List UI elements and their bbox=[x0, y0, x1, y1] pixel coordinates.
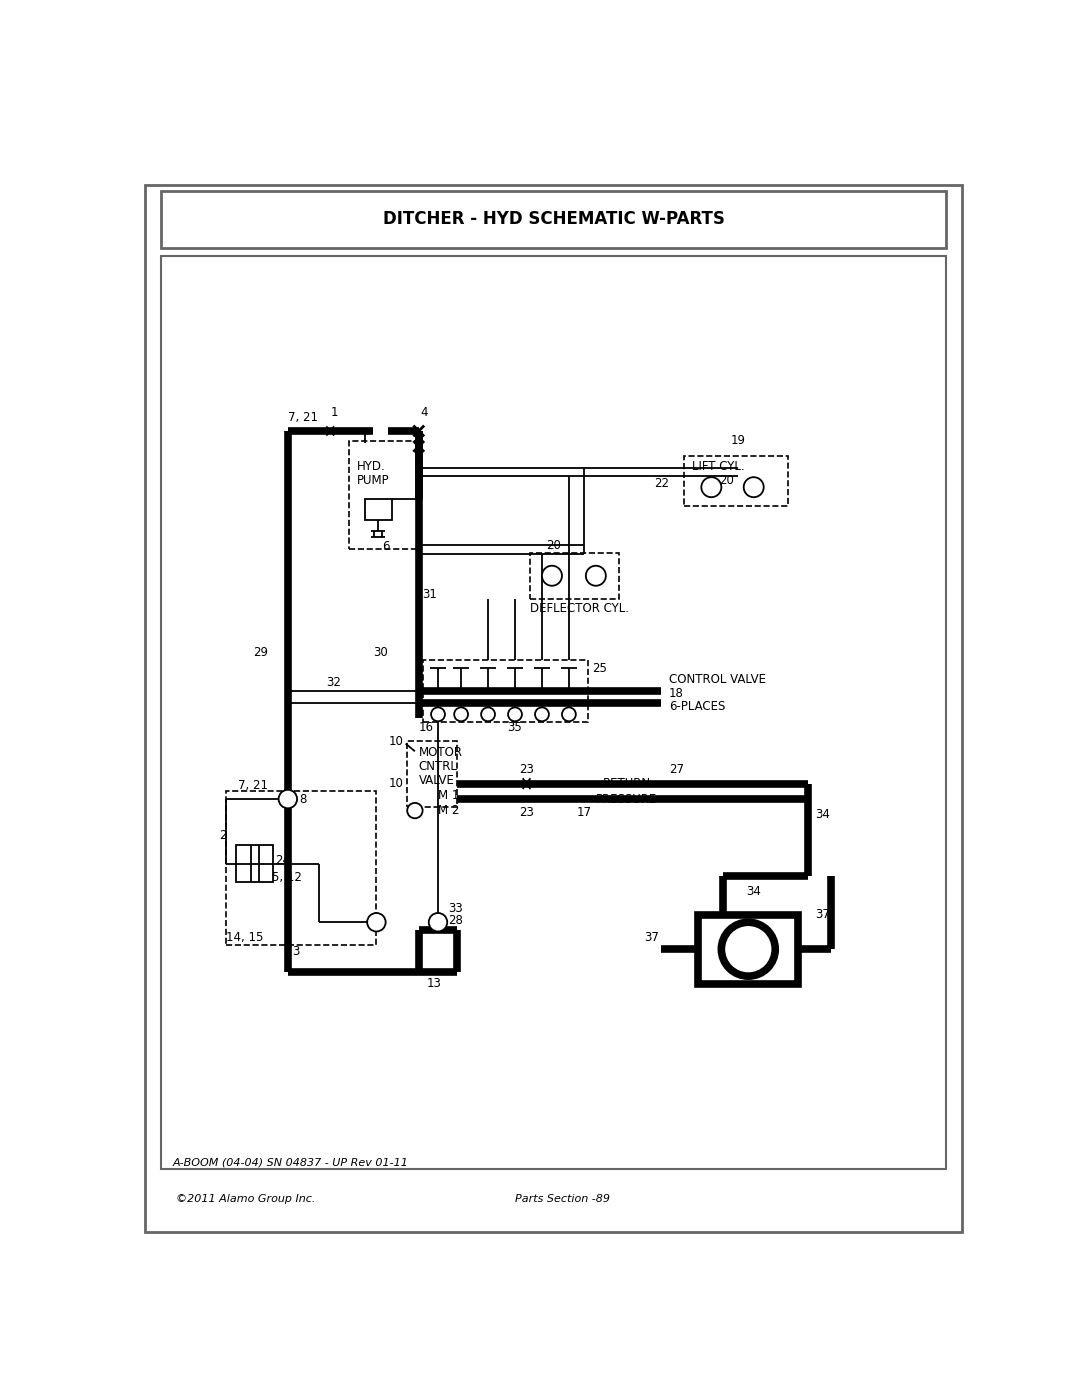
Text: LIFT CYL.: LIFT CYL. bbox=[692, 460, 745, 474]
Text: CNTRL: CNTRL bbox=[419, 760, 458, 773]
Text: 20: 20 bbox=[546, 539, 561, 552]
Circle shape bbox=[407, 803, 422, 819]
Text: 31: 31 bbox=[422, 588, 437, 602]
Text: 14, 15: 14, 15 bbox=[226, 932, 264, 944]
Bar bbox=[350, 441, 419, 549]
Text: 22: 22 bbox=[653, 476, 669, 490]
Circle shape bbox=[585, 566, 606, 585]
Bar bbox=[237, 845, 273, 882]
Text: 30: 30 bbox=[373, 647, 388, 659]
Text: 17: 17 bbox=[577, 806, 592, 820]
Text: 13: 13 bbox=[427, 978, 442, 990]
Text: 23: 23 bbox=[519, 763, 534, 777]
Circle shape bbox=[562, 707, 576, 721]
Text: CONTROL VALVE: CONTROL VALVE bbox=[669, 673, 766, 686]
Text: 20: 20 bbox=[719, 474, 734, 486]
Bar bbox=[530, 553, 619, 599]
Text: 4: 4 bbox=[420, 407, 428, 419]
Text: 10: 10 bbox=[389, 735, 403, 747]
Text: ©2011 Alamo Group Inc.: ©2011 Alamo Group Inc. bbox=[176, 1194, 315, 1204]
Text: PRESSURE: PRESSURE bbox=[596, 792, 658, 806]
Circle shape bbox=[431, 707, 445, 721]
Bar bbox=[365, 499, 392, 520]
Text: 34: 34 bbox=[815, 807, 831, 821]
Text: 6: 6 bbox=[382, 541, 390, 553]
Circle shape bbox=[429, 914, 447, 932]
Text: 37: 37 bbox=[815, 908, 831, 921]
Bar bbox=[699, 915, 798, 983]
Text: 10: 10 bbox=[389, 777, 403, 791]
Text: 27: 27 bbox=[670, 763, 685, 777]
Text: 7, 21: 7, 21 bbox=[288, 411, 318, 425]
Text: 2: 2 bbox=[219, 828, 226, 842]
Circle shape bbox=[367, 914, 386, 932]
Text: 5, 12: 5, 12 bbox=[272, 872, 302, 884]
Circle shape bbox=[721, 922, 775, 977]
Text: 19: 19 bbox=[731, 434, 746, 447]
Bar bbox=[685, 457, 788, 507]
Text: 16: 16 bbox=[419, 721, 434, 733]
Text: A-BOOM (04-04) SN 04837 - UP Rev 01-11: A-BOOM (04-04) SN 04837 - UP Rev 01-11 bbox=[173, 1158, 408, 1168]
Circle shape bbox=[744, 478, 764, 497]
Text: 37: 37 bbox=[645, 932, 660, 944]
Text: PUMP: PUMP bbox=[357, 474, 390, 486]
Text: 25: 25 bbox=[592, 662, 607, 675]
Text: 23: 23 bbox=[519, 806, 534, 820]
Circle shape bbox=[542, 566, 562, 585]
Text: 33: 33 bbox=[448, 902, 462, 915]
Text: 8: 8 bbox=[299, 792, 307, 806]
Text: DITCHER - HYD SCHEMATIC W-PARTS: DITCHER - HYD SCHEMATIC W-PARTS bbox=[382, 210, 725, 228]
Text: 29: 29 bbox=[254, 647, 269, 659]
Bar bbox=[161, 256, 946, 1169]
Bar bbox=[161, 191, 946, 249]
Text: 35: 35 bbox=[508, 721, 523, 733]
Text: 7, 21: 7, 21 bbox=[238, 778, 268, 792]
Circle shape bbox=[481, 707, 495, 721]
Text: VALVE: VALVE bbox=[419, 774, 455, 787]
Text: RETURN: RETURN bbox=[603, 777, 651, 791]
Circle shape bbox=[279, 789, 297, 809]
Text: 24: 24 bbox=[274, 854, 289, 868]
Bar bbox=[407, 742, 457, 806]
Text: MOTOR: MOTOR bbox=[419, 746, 462, 760]
Text: 6-PLACES: 6-PLACES bbox=[669, 700, 726, 712]
Text: HYD.: HYD. bbox=[357, 460, 386, 474]
Text: 28: 28 bbox=[448, 914, 463, 928]
Text: 34: 34 bbox=[746, 884, 761, 898]
Circle shape bbox=[508, 707, 522, 721]
Bar bbox=[422, 661, 589, 722]
Text: 32: 32 bbox=[326, 676, 341, 689]
Text: 1: 1 bbox=[330, 407, 338, 419]
Text: Parts Section -89: Parts Section -89 bbox=[515, 1194, 610, 1204]
Text: M 2: M 2 bbox=[438, 805, 459, 817]
Circle shape bbox=[701, 478, 721, 497]
Text: M 1: M 1 bbox=[438, 789, 459, 802]
Text: DEFLECTOR CYL.: DEFLECTOR CYL. bbox=[530, 602, 630, 615]
Text: 3: 3 bbox=[292, 944, 299, 958]
Bar bbox=[226, 791, 377, 946]
Circle shape bbox=[535, 707, 549, 721]
Circle shape bbox=[455, 707, 468, 721]
Text: 18: 18 bbox=[669, 687, 684, 700]
